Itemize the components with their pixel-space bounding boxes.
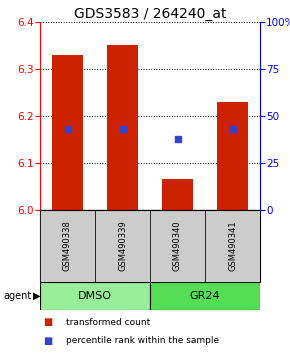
- Text: ■: ■: [43, 336, 52, 346]
- Text: transformed count: transformed count: [66, 318, 150, 327]
- Text: ■: ■: [43, 317, 52, 327]
- Text: GSM490338: GSM490338: [63, 221, 72, 272]
- Bar: [218, 102, 248, 210]
- Bar: [162, 179, 193, 210]
- Title: GDS3583 / 264240_at: GDS3583 / 264240_at: [74, 7, 226, 21]
- Text: ▶: ▶: [33, 291, 41, 301]
- Bar: [40, 210, 95, 282]
- Bar: [205, 210, 260, 282]
- Bar: [150, 210, 205, 282]
- Bar: [95, 210, 150, 282]
- Text: DMSO: DMSO: [78, 291, 112, 301]
- Text: GSM490340: GSM490340: [173, 221, 182, 271]
- Text: GR24: GR24: [190, 291, 220, 301]
- Text: percentile rank within the sample: percentile rank within the sample: [66, 336, 219, 345]
- Bar: [107, 46, 138, 210]
- Text: agent: agent: [3, 291, 31, 301]
- Bar: [52, 55, 83, 210]
- Text: GSM490339: GSM490339: [118, 221, 127, 272]
- Text: GSM490341: GSM490341: [228, 221, 237, 271]
- Bar: [150, 282, 260, 310]
- Bar: [40, 282, 150, 310]
